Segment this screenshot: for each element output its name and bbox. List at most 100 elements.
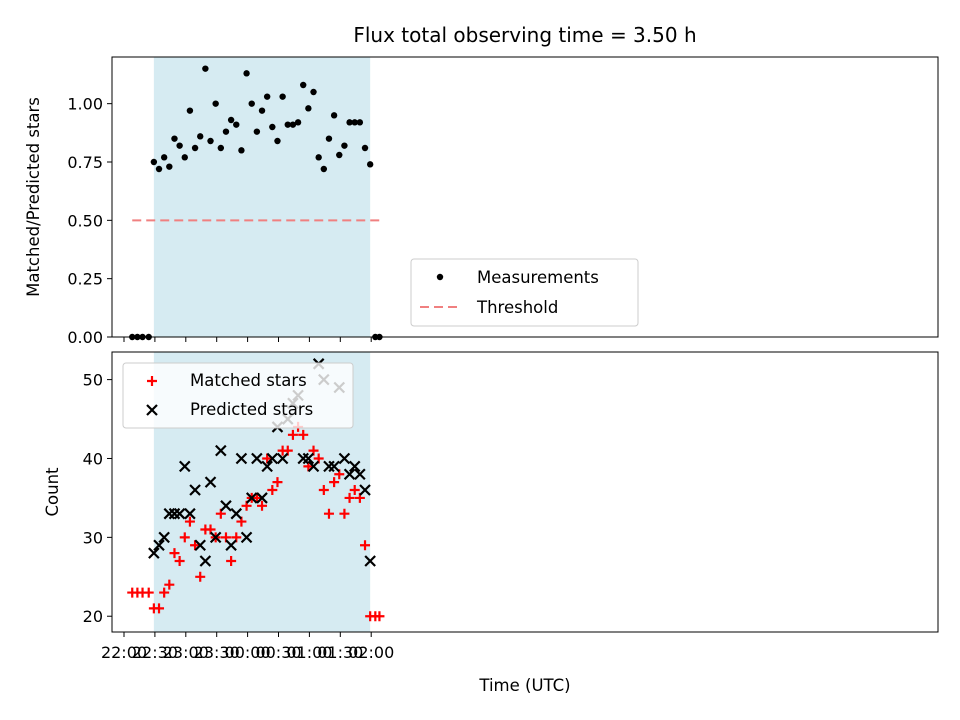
legend-label-threshold: Threshold <box>476 298 558 317</box>
measurement-point <box>294 119 302 126</box>
measurement-point <box>248 100 255 107</box>
x-tick-label: 22:00 <box>101 643 147 662</box>
legend-label-measurements: Measurements <box>477 268 599 287</box>
measurement-point <box>274 137 281 145</box>
measurement-point <box>269 123 276 131</box>
axes-frame <box>111 56 939 338</box>
count-panel: 2030405022:0022:3023:0023:3000:0000:3001… <box>83 351 939 662</box>
measurement-point <box>145 333 152 341</box>
matched-star-point <box>195 571 206 582</box>
predicted-star-point <box>256 492 268 504</box>
predicted-star-point <box>359 484 371 496</box>
measurement-point <box>166 163 173 170</box>
predicted-star-point <box>235 452 248 465</box>
measurement-point <box>310 88 317 96</box>
measurement-point <box>134 333 141 341</box>
x-tick-label: 23:00 <box>163 643 209 662</box>
measurement-point <box>233 121 240 128</box>
y-tick-label: 0.00 <box>67 328 103 347</box>
legend-label-matched: Matched stars <box>190 371 307 390</box>
measurement-point <box>181 154 188 161</box>
measurement-point <box>351 119 358 126</box>
x-tick-label: 22:30 <box>132 643 178 662</box>
legend-bottom: Matched stars Predicted stars <box>122 362 354 429</box>
matched-star-point <box>169 548 180 559</box>
predicted-star-point <box>204 476 217 488</box>
predicted-star-point <box>240 531 253 544</box>
y-tick-label: 40 <box>83 449 103 468</box>
predicted-star-point <box>209 531 222 544</box>
matched-star-point <box>164 579 175 590</box>
measurement-point <box>197 133 204 140</box>
ratio-panel: 0.00 0.25 0.50 0.75 1.00 Measurements Threshol… <box>67 56 939 347</box>
predicted-star-point <box>245 492 258 504</box>
measurement-point <box>300 81 307 89</box>
predicted-star-point <box>302 452 315 465</box>
measurement-point <box>217 144 225 152</box>
x-tick-label: 01:00 <box>286 643 332 662</box>
matched-star-point <box>360 540 371 551</box>
measurement-point <box>263 93 271 100</box>
x-tick-label: 02:00 <box>348 643 394 662</box>
predicted-star-point <box>178 460 191 473</box>
matched-star-point <box>272 477 283 488</box>
measurement-point <box>207 137 214 145</box>
predicted-star-point <box>251 452 263 465</box>
predicted-star-point <box>266 452 279 465</box>
matched-star-point <box>190 540 201 551</box>
matched-star-point <box>257 500 268 511</box>
measurement-point <box>258 107 266 114</box>
measurement-point <box>129 333 136 341</box>
predicted-star-point <box>199 555 212 567</box>
measurement-point <box>160 154 168 161</box>
predicted-star-point <box>194 539 206 552</box>
y-tick-label: 50 <box>83 371 103 390</box>
y-tick-label: 1.00 <box>67 95 103 114</box>
x-tick-label: 00:00 <box>225 643 271 662</box>
measurement-point <box>155 165 163 173</box>
y-tick-label: 0.75 <box>67 153 103 172</box>
measurement-point <box>341 142 348 149</box>
measurement-point <box>305 105 312 112</box>
legend-label-predicted: Predicted stars <box>190 400 313 419</box>
measurement-point <box>227 116 235 124</box>
measurement-point <box>279 93 286 100</box>
bottom-y-axis-label: Count <box>43 467 62 517</box>
measurement-point <box>315 154 322 161</box>
matched-star-point <box>287 429 298 440</box>
predicted-star-point <box>328 460 340 473</box>
measurement-point <box>253 128 261 135</box>
legend-marker-measurements <box>436 273 444 281</box>
matched-star-point <box>184 516 195 527</box>
measurement-point <box>171 135 178 142</box>
matched-star-point <box>374 611 385 622</box>
matched-star-point <box>298 429 309 440</box>
legend-box <box>122 362 354 429</box>
measurement-point <box>289 121 297 128</box>
measurement-point <box>243 70 250 77</box>
measurement-point <box>376 333 383 341</box>
measurement-point <box>330 112 338 119</box>
chart-title: Flux total observing time = 3.50 h <box>353 23 696 47</box>
measurement-point <box>176 142 183 149</box>
y-tick-label: 20 <box>83 607 103 626</box>
predicted-star-point <box>307 460 320 473</box>
legend-marker-predicted <box>146 404 158 416</box>
top-y-axis-label: Matched/Predicted stars <box>24 97 43 297</box>
predicted-star-point <box>348 460 361 473</box>
matched-star-point <box>179 532 190 543</box>
predicted-star-point <box>354 468 366 481</box>
matched-star-point <box>154 603 165 614</box>
predicted-star-point <box>158 531 170 544</box>
x-tick-label: 00:30 <box>255 643 301 662</box>
measurement-point <box>222 128 230 135</box>
matched-star-point <box>267 485 278 496</box>
matched-star-point <box>159 587 170 598</box>
matched-star-point <box>339 508 350 519</box>
matched-star-point <box>251 492 262 503</box>
matched-star-point <box>226 556 237 567</box>
predicted-star-point <box>153 539 165 552</box>
predicted-star-point <box>364 555 376 567</box>
axes-frame <box>111 351 939 633</box>
y-tick-label: 0.25 <box>67 270 103 289</box>
